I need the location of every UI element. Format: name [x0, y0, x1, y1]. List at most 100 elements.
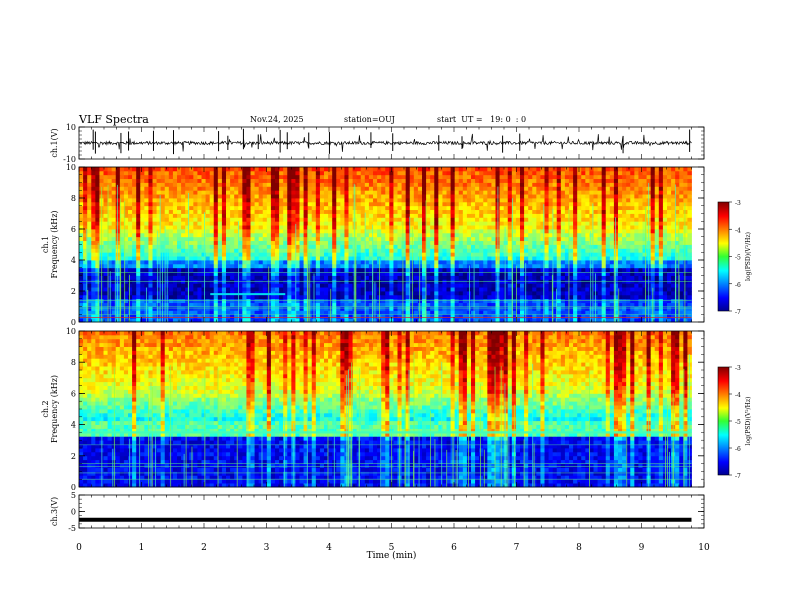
spectrogram-cell [132, 213, 137, 218]
spectrogram-cell [275, 287, 280, 292]
spectrogram-cell [675, 298, 680, 304]
spectrogram-cell [340, 209, 345, 214]
spectrogram-cell [658, 232, 664, 238]
spectrogram-cell [168, 283, 174, 288]
spectrogram-cell [471, 298, 476, 304]
spectrogram-cell [393, 275, 398, 280]
spectrogram-cell [671, 240, 676, 245]
spectrogram-cell [548, 244, 554, 249]
spectrogram-cell [303, 232, 309, 238]
spectrogram-cell [585, 232, 590, 238]
spectrogram-cell [311, 229, 317, 234]
spectrogram-cell [503, 294, 509, 300]
spectrogram-cell [103, 287, 108, 292]
spectrogram-cell [115, 260, 121, 265]
spectrogram-cell [446, 260, 451, 265]
spectrogram-cell [307, 209, 313, 214]
spectrogram-cell [340, 314, 345, 319]
spectrogram-cell [205, 252, 211, 257]
spectrogram-cell [107, 201, 113, 207]
spectrogram-cell [246, 298, 251, 304]
spectrogram-cell [479, 221, 484, 226]
spectrogram-cell [144, 225, 149, 230]
spectrogram-cell [111, 298, 117, 304]
spectrogram-cell [597, 314, 603, 319]
spectrogram-cell [385, 263, 390, 269]
spectrogram-cell [328, 221, 333, 226]
spectrogram-cell [136, 310, 141, 315]
spectrogram-cell [569, 225, 574, 230]
spectrogram-cell [132, 260, 137, 265]
spectrogram-cell [221, 225, 227, 230]
spectrogram-cell [548, 213, 554, 218]
spectrogram-cell [83, 201, 88, 207]
spectrogram-cell [622, 225, 627, 230]
spectrogram-cell [491, 306, 496, 311]
spectrogram-cell [197, 267, 202, 273]
spectrogram-cell [405, 306, 411, 311]
spectrogram-cell [638, 287, 643, 292]
spectrogram-cell [205, 198, 211, 203]
spectrogram-cell [630, 252, 635, 257]
spectrogram-cell [221, 252, 227, 257]
spectrogram-cell [426, 283, 431, 288]
spectrogram-cell [450, 248, 456, 253]
spectrogram-cell [634, 271, 639, 276]
spectrogram-cell [446, 252, 451, 257]
spectrogram-cell [230, 271, 235, 276]
spectrogram-cell [687, 314, 692, 319]
spectrogram-cell [189, 252, 194, 257]
spectrogram-cell [128, 221, 133, 226]
spectrogram-cell [630, 240, 635, 245]
spectrogram-cell [107, 221, 113, 226]
spectrogram-cell [446, 217, 451, 222]
spectrogram-cell [581, 256, 586, 261]
spectrogram-cell [438, 244, 443, 249]
spectrogram-cell [295, 252, 300, 257]
spectrogram-cell [254, 314, 260, 319]
spectrogram-cell [270, 240, 276, 245]
spectrogram-cell [658, 240, 664, 245]
spectrogram-cell [564, 310, 570, 315]
spectrogram-cell [140, 221, 145, 226]
spectrogram-cell [438, 314, 443, 319]
spectrogram-cell [491, 229, 496, 234]
spectrogram-cell [650, 271, 656, 276]
spectrogram-cell [438, 287, 443, 292]
spectrogram-cell [193, 291, 198, 296]
spectrogram-cell [128, 263, 133, 269]
spectrogram-cell [434, 275, 439, 280]
spectrogram-cell [540, 287, 545, 292]
spectrogram-cell [230, 287, 235, 292]
spectrogram-cell [524, 271, 529, 276]
spectrogram-cell [475, 240, 480, 245]
spectrogram-cell [438, 240, 443, 245]
spectrogram-cell [556, 240, 562, 245]
spectrogram-cell [319, 209, 325, 214]
spectrogram-cell [560, 267, 566, 273]
spectrogram-cell [185, 240, 190, 245]
spectrogram-cell [242, 294, 247, 300]
spectrogram-cell [536, 240, 541, 245]
spectrogram-cell [328, 225, 333, 230]
spectrogram-cell [311, 263, 317, 269]
spectrogram-cell [667, 213, 672, 218]
spectrogram-cell [152, 209, 157, 214]
spectrogram-cell [119, 244, 125, 249]
spectrogram-cell [332, 225, 337, 230]
spectrogram-cell [115, 267, 121, 273]
spectrogram-cell [487, 283, 492, 288]
spectrogram-cell [103, 298, 108, 304]
spectrogram-cell [368, 263, 374, 269]
spectrogram-cell [373, 217, 378, 222]
spectrogram-cell [532, 318, 537, 323]
spectrogram-cell [556, 310, 562, 315]
spectrogram-cell [283, 217, 288, 222]
spectrogram-cell [450, 205, 456, 211]
spectrogram-cell [536, 256, 541, 261]
spectrogram-cell [458, 213, 464, 218]
spectrogram-cell [438, 318, 443, 323]
spectrogram-cell [328, 298, 333, 304]
spectrogram-cell [230, 275, 235, 280]
spectrogram-cell [373, 232, 378, 238]
